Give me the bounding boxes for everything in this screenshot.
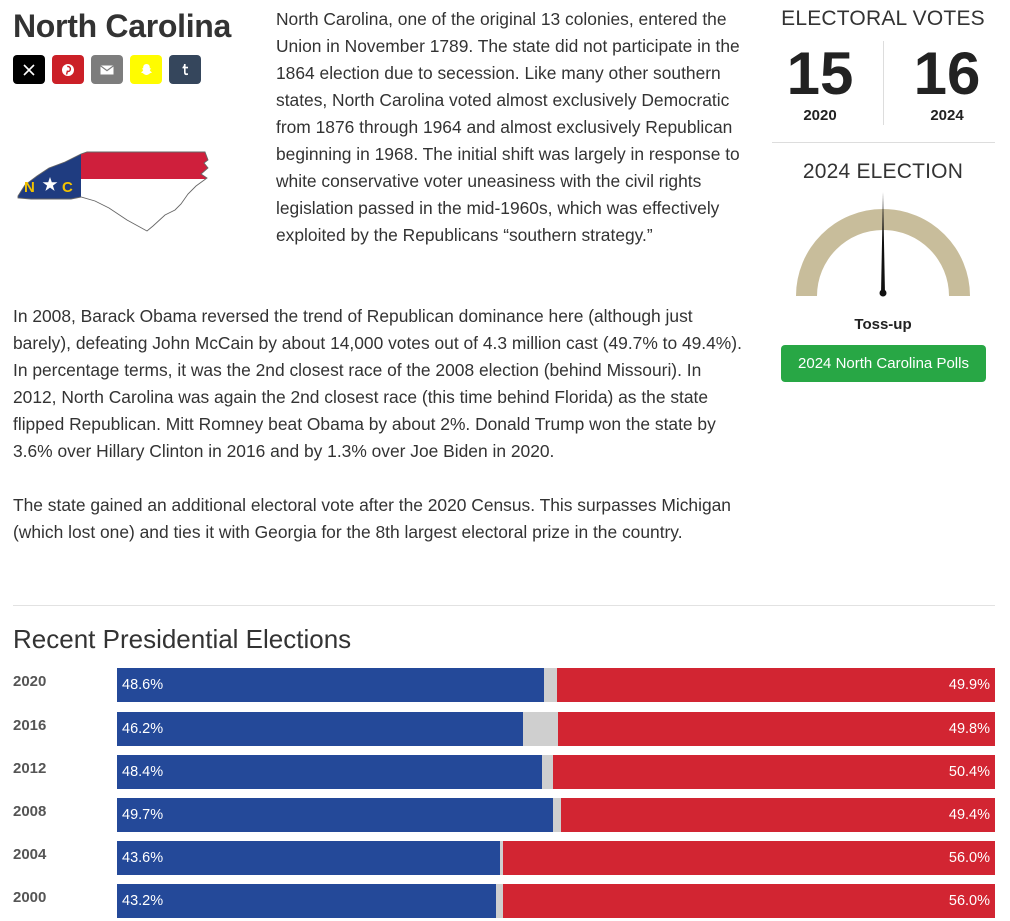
rep-percent: 49.4% — [948, 807, 990, 823]
rep-percent: 50.4% — [948, 764, 990, 780]
tumblr-icon — [182, 64, 188, 76]
intro-paragraph: North Carolina, one of the original 13 c… — [276, 9, 740, 245]
gauge-arc — [796, 209, 970, 296]
share-buttons — [13, 55, 201, 84]
email-icon — [100, 64, 114, 74]
electoral-votes-2024-year: 2024 — [930, 107, 964, 124]
dem-percent: 43.6% — [122, 850, 164, 866]
election-row: 2016 46.2% 49.8% — [13, 712, 995, 746]
polls-button[interactable]: 2024 North Carolina Polls — [781, 345, 986, 382]
rep-bar — [503, 841, 995, 875]
gauge-needle — [879, 192, 887, 297]
election-row: 2008 49.7% 49.4% — [13, 798, 995, 832]
north-carolina-flag-map: N C — [17, 151, 209, 232]
election-year: 2008 — [13, 803, 47, 820]
vote-bar: 49.7% 49.4% — [117, 798, 995, 832]
election-row: 2000 43.2% 56.0% — [13, 884, 995, 918]
map-letter-n: N — [24, 179, 35, 196]
x-icon — [23, 63, 35, 76]
pinterest-icon — [62, 63, 74, 76]
electoral-votes-2024-value: 16 — [913, 40, 981, 107]
election-year: 2004 — [13, 846, 47, 863]
pinterest-share-button[interactable] — [52, 55, 84, 84]
electoral-votes-title: ELECTORAL VOTES — [781, 7, 985, 30]
dem-percent: 43.2% — [122, 893, 164, 909]
rep-bar — [557, 712, 995, 746]
toss-up-gauge — [796, 192, 970, 297]
email-share-button[interactable] — [91, 55, 123, 84]
history-paragraph: In 2008, Barack Obama reversed the trend… — [13, 306, 742, 461]
dem-bar — [117, 884, 497, 918]
page-title: North Carolina — [13, 8, 232, 44]
snapchat-share-button[interactable] — [130, 55, 162, 84]
rep-percent: 49.9% — [948, 677, 990, 693]
dem-bar — [117, 755, 542, 789]
election-year: 2012 — [13, 760, 47, 777]
dem-bar — [117, 841, 500, 875]
recent-elections-title: Recent Presidential Elections — [13, 624, 352, 654]
dem-bar — [117, 668, 544, 702]
rep-bar — [561, 798, 995, 832]
election-2024-title: 2024 ELECTION — [802, 160, 964, 183]
election-year: 2020 — [13, 673, 47, 690]
rep-percent: 56.0% — [948, 850, 990, 866]
electoral-votes-2024: 16 2024 — [897, 40, 997, 124]
star-icon — [42, 177, 58, 191]
election-row: 2020 48.6% 49.9% — [13, 668, 995, 702]
election-row: 2012 48.4% 50.4% — [13, 755, 995, 789]
rep-percent: 56.0% — [948, 893, 990, 909]
dem-bar — [117, 798, 554, 832]
vote-bar: 43.2% 56.0% — [117, 884, 995, 918]
snapchat-icon — [140, 64, 152, 75]
map-letter-c: C — [62, 179, 73, 196]
census-paragraph: The state gained an additional electoral… — [13, 495, 731, 542]
election-year: 2016 — [13, 717, 47, 734]
vote-bar: 43.6% 56.0% — [117, 841, 995, 875]
divider — [883, 41, 884, 125]
vote-bar: 48.6% 49.9% — [117, 668, 995, 702]
election-year: 2000 — [13, 889, 47, 906]
rating-label: Toss-up — [854, 316, 912, 333]
rep-bar — [503, 884, 995, 918]
dem-percent: 48.4% — [122, 764, 164, 780]
rep-percent: 49.8% — [948, 721, 990, 737]
rep-bar — [556, 668, 995, 702]
dem-percent: 48.6% — [122, 677, 164, 693]
dem-percent: 49.7% — [122, 807, 164, 823]
vote-bar: 46.2% 49.8% — [117, 712, 995, 746]
electoral-votes-2020-year: 2020 — [803, 107, 837, 124]
election-row: 2004 43.6% 56.0% — [13, 841, 995, 875]
divider — [772, 142, 995, 143]
dem-percent: 46.2% — [122, 721, 164, 737]
rep-bar — [552, 755, 995, 789]
electoral-votes-2020: 15 2020 — [770, 40, 870, 124]
x-share-button[interactable] — [13, 55, 45, 84]
dem-bar — [117, 712, 523, 746]
vote-bar: 48.4% 50.4% — [117, 755, 995, 789]
tumblr-share-button[interactable] — [169, 55, 201, 84]
section-divider — [13, 605, 995, 606]
electoral-votes-2020-value: 15 — [786, 40, 854, 107]
